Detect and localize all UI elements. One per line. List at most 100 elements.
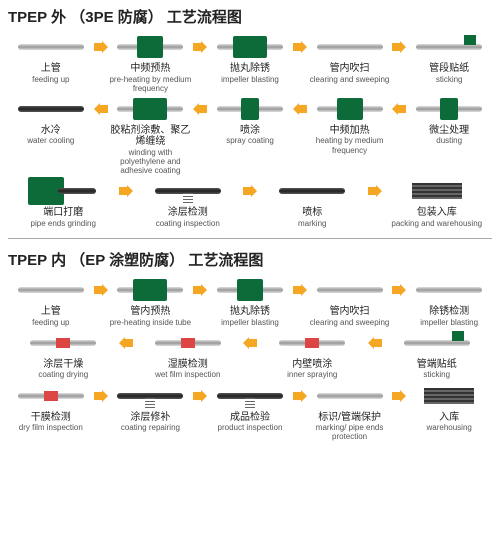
process-step: 水冷water cooling bbox=[8, 95, 94, 146]
arrow-left-icon bbox=[94, 95, 108, 123]
step-icon bbox=[16, 382, 86, 410]
step-label-cn: 标识/管端保护 bbox=[307, 412, 393, 424]
step-label-en: sticking bbox=[429, 75, 469, 84]
step-icon bbox=[215, 95, 285, 123]
step-label: 标识/管端保护marking/ pipe ends protection bbox=[307, 412, 393, 442]
step-icon bbox=[315, 33, 385, 61]
arrow-right-icon bbox=[392, 382, 406, 410]
step-label: 端口打磨pipe ends grinding bbox=[31, 207, 96, 228]
step-icon bbox=[215, 276, 285, 304]
step-label: 管内预热pre-heating inside tube bbox=[110, 306, 191, 327]
process-step: 入库warehousing bbox=[406, 382, 492, 433]
step-label-en: sticking bbox=[417, 370, 457, 379]
step-label: 涂层检测coating inspection bbox=[156, 207, 220, 228]
process-step: 管内预热pre-heating inside tube bbox=[108, 276, 194, 327]
step-icon bbox=[414, 276, 484, 304]
step-icon bbox=[153, 329, 223, 357]
step-label: 管端贴纸sticking bbox=[417, 359, 457, 380]
arrow-right-icon bbox=[193, 33, 207, 61]
arrow-left-icon bbox=[193, 95, 207, 123]
arrow-right-icon bbox=[193, 382, 207, 410]
step-label: 成品检验product inspection bbox=[218, 412, 283, 433]
process-step: 抛丸除锈impeller blasting bbox=[207, 33, 293, 84]
process-row: 涂层干燥coating drying 湿膜检测wet film inspectio… bbox=[8, 329, 492, 380]
process-step: 管段贴纸sticking bbox=[406, 33, 492, 84]
arrow-left-icon bbox=[119, 329, 133, 357]
arrow-right-icon bbox=[119, 177, 133, 205]
step-label: 包装入库packing and warehousing bbox=[391, 207, 482, 228]
diagram-title: TPEP 内 （EP 涂塑防腐） 工艺流程图 bbox=[8, 249, 492, 270]
step-label-en: feeding up bbox=[32, 318, 69, 327]
step-label-cn: 抛丸除锈 bbox=[221, 63, 279, 75]
process-row: 干膜检测dry film inspection涂层修补coating repai… bbox=[8, 382, 492, 442]
arrow-right-icon bbox=[243, 177, 257, 205]
step-icon bbox=[153, 177, 223, 205]
step-label-cn: 微尘处理 bbox=[429, 125, 469, 137]
step-label: 水冷water cooling bbox=[27, 125, 74, 146]
arrow-right-icon bbox=[293, 276, 307, 304]
process-row: 上管feeding up中频预热pre-heating by medium fr… bbox=[8, 33, 492, 93]
arrow-right-icon bbox=[94, 33, 108, 61]
arrow-left-icon bbox=[243, 329, 257, 357]
step-icon bbox=[315, 276, 385, 304]
step-label-en: water cooling bbox=[27, 136, 74, 145]
step-label-en: pre-heating by medium frequency bbox=[108, 75, 194, 93]
process-step: 内壁喷涂inner spraying bbox=[257, 329, 368, 380]
step-label-cn: 胶粘剂涂敷、聚乙烯缠绕 bbox=[108, 125, 194, 148]
arrow-right-icon bbox=[392, 276, 406, 304]
step-label: 中频加热heating by medium frequency bbox=[307, 125, 393, 155]
process-step: 除锈检测impeller blasting bbox=[406, 276, 492, 327]
step-label: 管内吹扫clearing and sweeping bbox=[310, 306, 390, 327]
arrow-right-icon bbox=[392, 33, 406, 61]
step-label: 管段贴纸sticking bbox=[429, 63, 469, 84]
step-label: 除锈检测impeller blasting bbox=[420, 306, 478, 327]
step-label-cn: 中频预热 bbox=[108, 63, 194, 75]
step-label-en: inner spraying bbox=[287, 370, 337, 379]
step-label: 涂层干燥coating drying bbox=[38, 359, 88, 380]
step-icon bbox=[315, 382, 385, 410]
process-step: 喷涂spray coating bbox=[207, 95, 293, 146]
step-label-cn: 喷涂 bbox=[226, 125, 274, 137]
step-icon bbox=[402, 177, 472, 205]
step-label-cn: 喷标 bbox=[298, 207, 326, 219]
step-label-cn: 端口打磨 bbox=[31, 207, 96, 219]
step-label: 中频预热pre-heating by medium frequency bbox=[108, 63, 194, 93]
step-label-en: product inspection bbox=[218, 423, 283, 432]
process-step: 管内吹扫clearing and sweeping bbox=[307, 276, 393, 327]
process-step: 喷标marking bbox=[257, 177, 368, 228]
step-icon bbox=[414, 33, 484, 61]
step-label-cn: 干膜检测 bbox=[19, 412, 83, 424]
step-icon bbox=[402, 329, 472, 357]
step-icon bbox=[28, 177, 98, 205]
step-icon bbox=[115, 276, 185, 304]
step-label-cn: 水冷 bbox=[27, 125, 74, 137]
step-icon bbox=[16, 95, 86, 123]
step-label-cn: 管内吹扫 bbox=[310, 63, 390, 75]
step-label-en: spray coating bbox=[226, 136, 274, 145]
step-icon bbox=[414, 95, 484, 123]
step-label: 湿膜检测wet film inspection bbox=[155, 359, 220, 380]
arrow-right-icon bbox=[94, 276, 108, 304]
step-icon bbox=[16, 33, 86, 61]
step-label-cn: 管段贴纸 bbox=[429, 63, 469, 75]
step-label-en: pre-heating inside tube bbox=[110, 318, 191, 327]
arrow-right-icon bbox=[94, 382, 108, 410]
step-label-cn: 入库 bbox=[426, 412, 471, 424]
arrow-left-icon bbox=[392, 95, 406, 123]
step-label-cn: 涂层修补 bbox=[121, 412, 180, 424]
step-label-cn: 包装入库 bbox=[391, 207, 482, 219]
step-label-cn: 抛丸除锈 bbox=[221, 306, 279, 318]
step-label-cn: 成品检验 bbox=[218, 412, 283, 424]
step-label-cn: 内壁喷涂 bbox=[287, 359, 337, 371]
step-label-cn: 湿膜检测 bbox=[155, 359, 220, 371]
step-label-cn: 管内吹扫 bbox=[310, 306, 390, 318]
step-icon bbox=[277, 177, 347, 205]
diagram-section: TPEP 外 （3PE 防腐） 工艺流程图上管feeding up中频预热pre… bbox=[0, 0, 500, 234]
step-label-en: impeller blasting bbox=[221, 75, 279, 84]
process-step: 微尘处理dusting bbox=[406, 95, 492, 146]
step-label-en: dusting bbox=[429, 136, 469, 145]
step-label-en: winding with polyethylene and adhesive c… bbox=[108, 148, 194, 176]
step-label-en: packing and warehousing bbox=[391, 219, 482, 228]
process-step: 端口打磨pipe ends grinding bbox=[8, 177, 119, 228]
process-step: 标识/管端保护marking/ pipe ends protection bbox=[307, 382, 393, 442]
